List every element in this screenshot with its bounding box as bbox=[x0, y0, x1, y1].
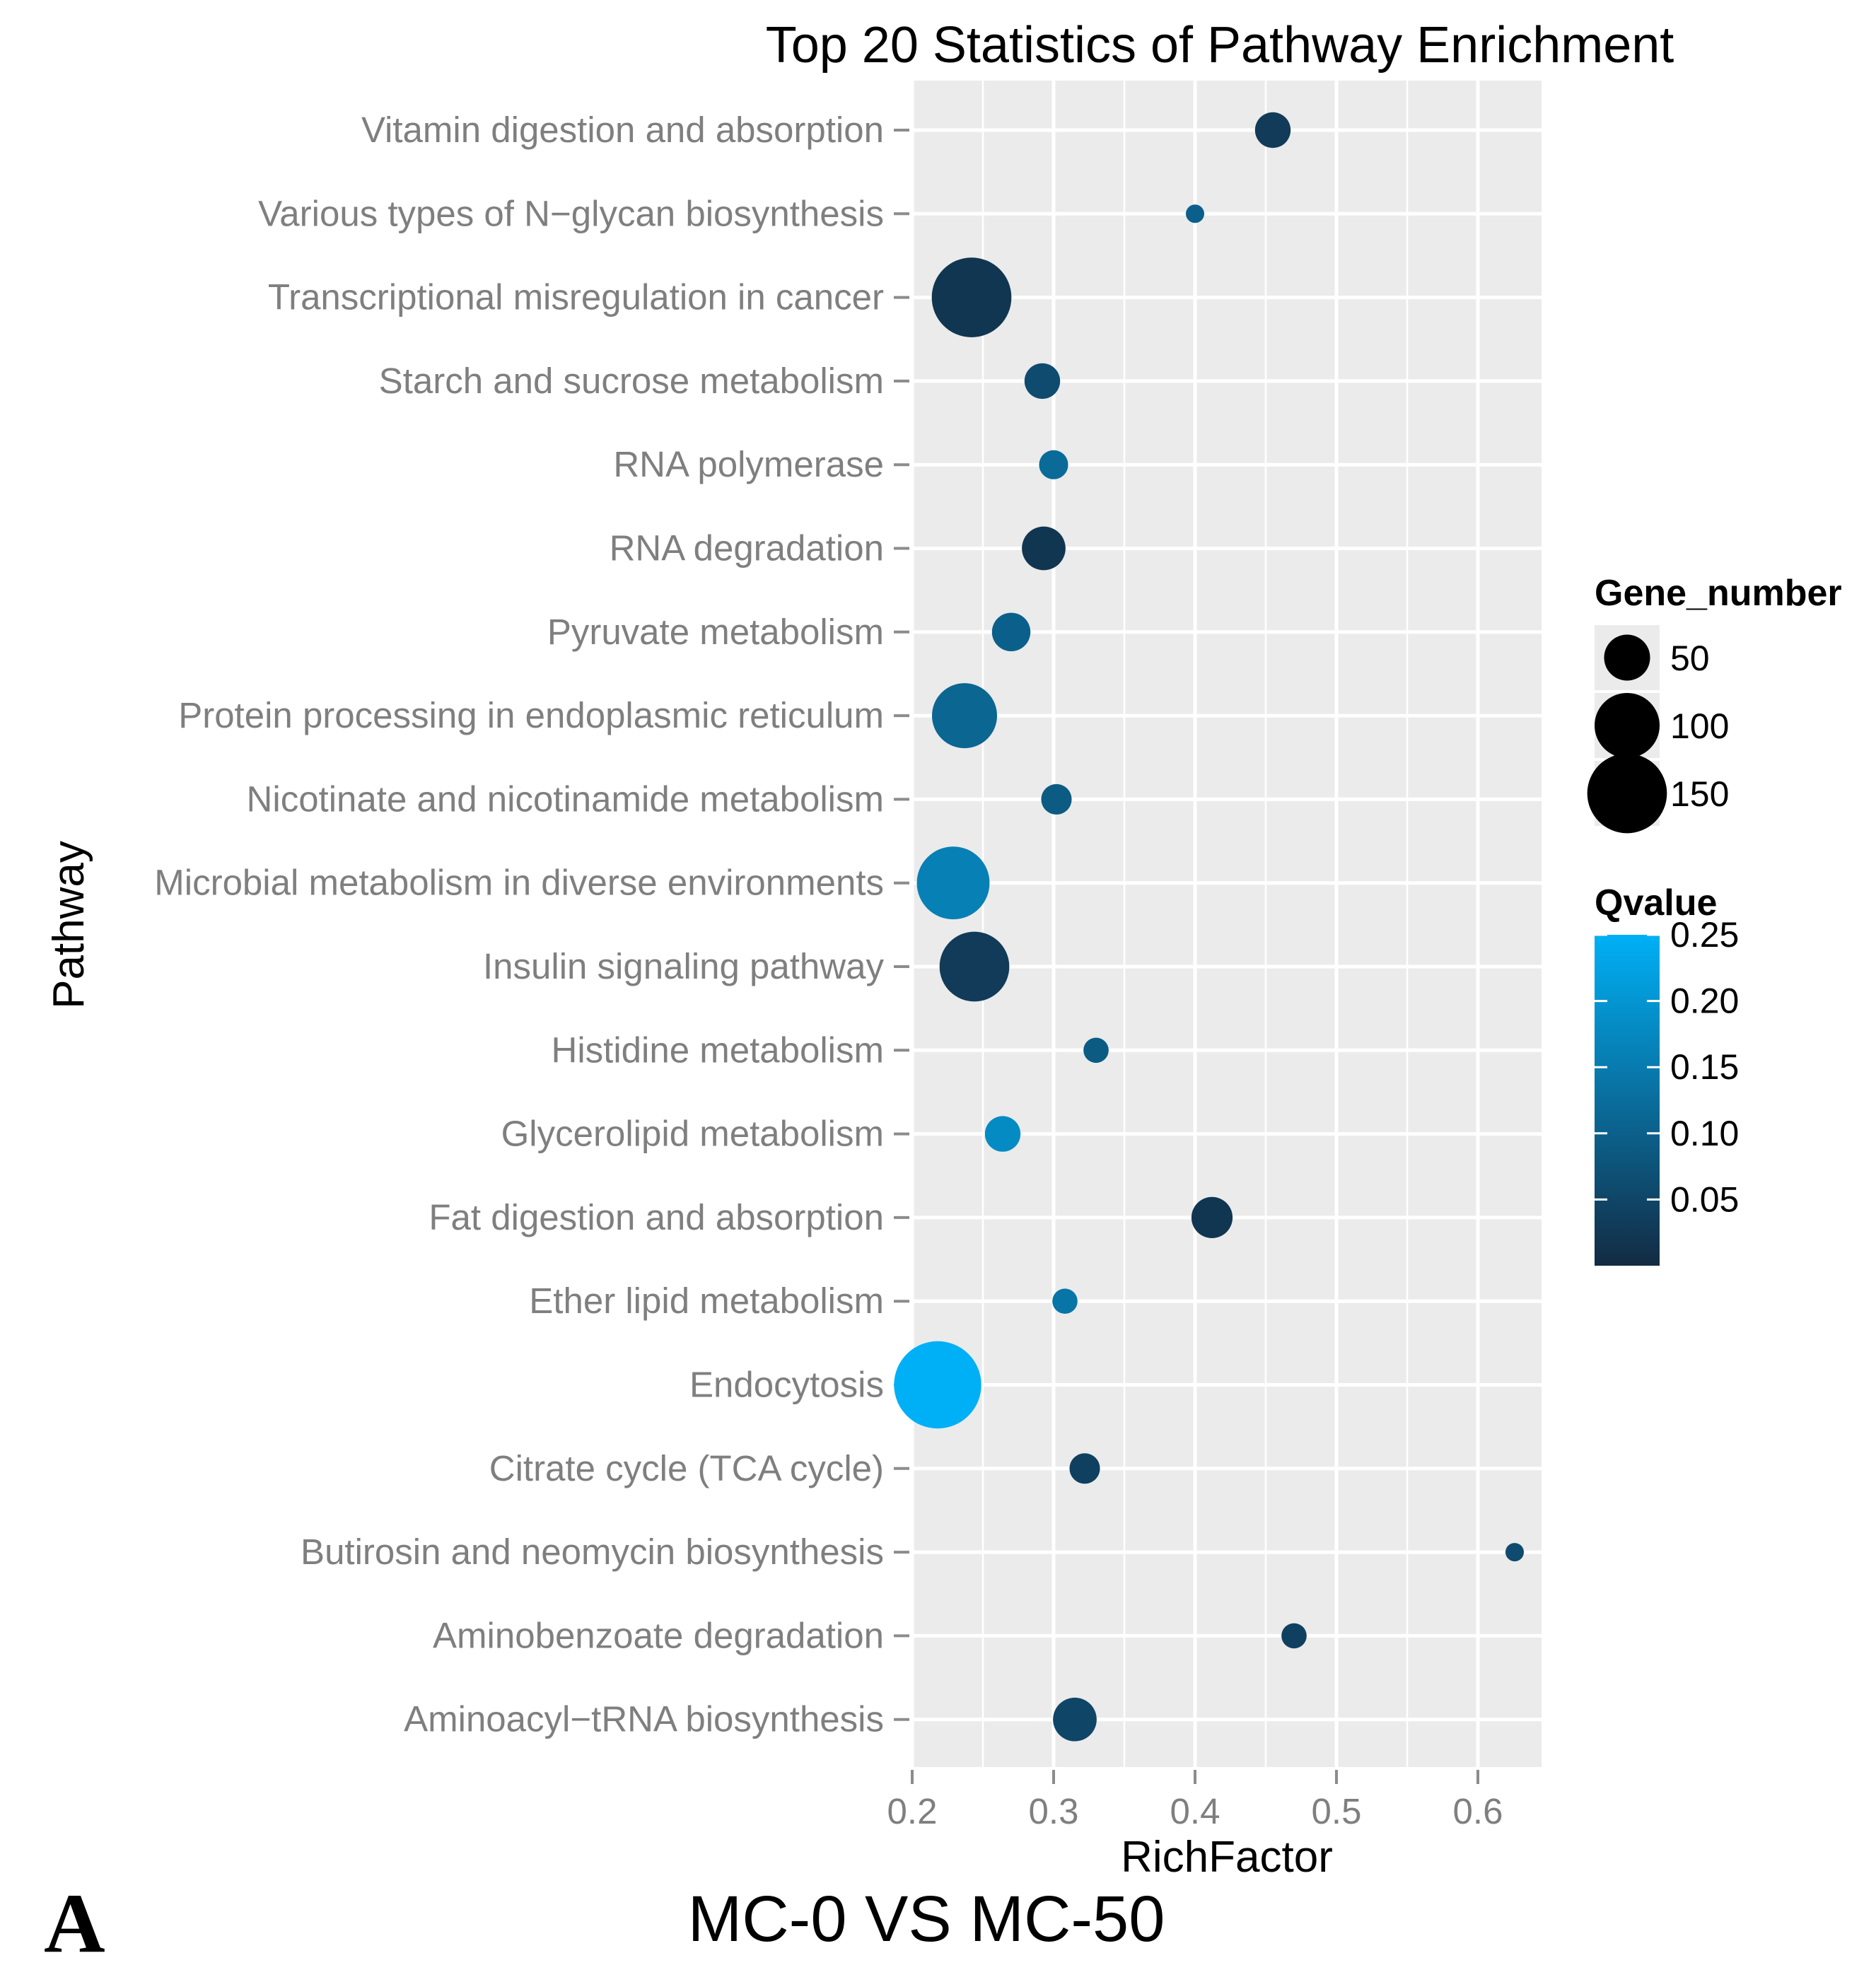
colorbar-tick-label: 0.10 bbox=[1670, 1114, 1739, 1153]
colorbar-tick-label: 0.25 bbox=[1670, 915, 1739, 955]
size-legend-label: 50 bbox=[1670, 639, 1710, 678]
qvalue-colorbar bbox=[1595, 935, 1660, 1266]
y-tick-label: RNA polymerase bbox=[613, 444, 884, 484]
y-tick-label: Nicotinate and nicotinamide metabolism bbox=[247, 779, 884, 819]
comparison-caption: MC-0 VS MC-50 bbox=[688, 1883, 1165, 1955]
colorbar-tick-label: 0.15 bbox=[1670, 1047, 1739, 1087]
size-legend-dot bbox=[1587, 753, 1667, 834]
x-tick-label: 0.3 bbox=[1029, 1791, 1079, 1831]
data-point bbox=[1052, 1288, 1078, 1314]
data-point bbox=[1024, 363, 1061, 400]
y-axis-title: Pathway bbox=[45, 841, 93, 1009]
data-point bbox=[931, 257, 1012, 337]
y-gridlines bbox=[912, 128, 1542, 1722]
y-tick-label: Aminobenzoate degradation bbox=[433, 1615, 884, 1655]
data-point bbox=[1191, 1196, 1233, 1238]
y-tick-label: Butirosin and neomycin biosynthesis bbox=[301, 1532, 884, 1572]
colorbar-tick-label: 0.05 bbox=[1670, 1179, 1739, 1219]
y-tick-label: Starch and sucrose metabolism bbox=[379, 361, 884, 401]
y-tick-label: Aminoacyl−tRNA biosynthesis bbox=[404, 1699, 884, 1739]
data-point bbox=[939, 931, 1010, 1002]
y-axis: Vitamin digestion and absorption Various … bbox=[154, 110, 909, 1739]
y-tick-label: Citrate cycle (TCA cycle) bbox=[489, 1448, 884, 1488]
x-axis-title: RichFactor bbox=[1121, 1833, 1333, 1882]
data-point bbox=[1022, 526, 1066, 571]
color-legend-title: Qvalue bbox=[1595, 882, 1717, 923]
data-point bbox=[1039, 450, 1068, 479]
size-legend-dot bbox=[1595, 693, 1660, 758]
panel-letter: A bbox=[44, 1876, 105, 1970]
x-tick-label: 0.5 bbox=[1312, 1791, 1362, 1831]
data-point bbox=[932, 683, 997, 749]
y-tick-label: Insulin signaling pathway bbox=[483, 946, 885, 986]
data-point bbox=[984, 1116, 1021, 1152]
data-point bbox=[916, 846, 990, 920]
size-legend-label: 100 bbox=[1670, 706, 1729, 746]
size-legend-title: Gene_number bbox=[1595, 573, 1842, 614]
x-tick-label: 0.6 bbox=[1453, 1791, 1503, 1831]
x-gridlines bbox=[910, 81, 1480, 1767]
data-point bbox=[1185, 204, 1205, 223]
color-legend-ticks: 0.25 0.20 0.15 0.10 0.05 bbox=[1595, 915, 1739, 1219]
data-point bbox=[1254, 112, 1291, 148]
data-point bbox=[1053, 1697, 1097, 1742]
y-tick-label: Glycerolipid metabolism bbox=[501, 1114, 884, 1154]
plot-panel bbox=[912, 81, 1542, 1767]
data-point bbox=[1083, 1037, 1109, 1063]
data-point bbox=[991, 612, 1031, 652]
y-tick-label: Protein processing in endoplasmic reticu… bbox=[178, 695, 884, 735]
y-tick-label: Various types of N−glycan biosynthesis bbox=[258, 193, 884, 233]
y-tick-label: Endocytosis bbox=[689, 1365, 884, 1405]
x-axis: 0.2 0.3 0.4 0.5 0.6 bbox=[887, 1770, 1503, 1831]
size-legend-label: 150 bbox=[1670, 774, 1729, 814]
y-tick-label: Fat digestion and absorption bbox=[429, 1197, 884, 1237]
size-legend-dot bbox=[1604, 634, 1650, 681]
y-tick-label: Vitamin digestion and absorption bbox=[361, 110, 884, 150]
colorbar-tick-label: 0.20 bbox=[1670, 981, 1739, 1021]
y-tick-label: Microbial metabolism in diverse environm… bbox=[154, 863, 884, 903]
data-points bbox=[894, 112, 1525, 1742]
data-point bbox=[894, 1341, 981, 1429]
chart-title: Top 20 Statistics of Pathway Enrichment bbox=[766, 17, 1674, 74]
data-point bbox=[1505, 1543, 1525, 1562]
data-point bbox=[1281, 1623, 1307, 1649]
data-point bbox=[1041, 783, 1072, 815]
y-tick-label: Ether lipid metabolism bbox=[529, 1281, 884, 1321]
y-tick-label: Histidine metabolism bbox=[551, 1030, 884, 1070]
x-tick-label: 0.2 bbox=[887, 1791, 938, 1831]
y-tick-label: Pyruvate metabolism bbox=[547, 612, 884, 652]
data-point bbox=[1069, 1453, 1100, 1484]
y-tick-label: Transcriptional misregulation in cancer bbox=[268, 277, 884, 317]
x-tick-label: 0.4 bbox=[1170, 1791, 1220, 1831]
size-legend: 50 100 150 bbox=[1587, 625, 1729, 834]
y-tick-label: RNA degradation bbox=[610, 528, 884, 569]
